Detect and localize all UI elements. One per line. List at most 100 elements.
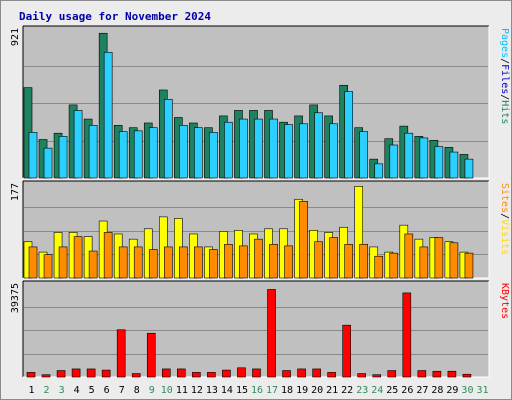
bar-files [239, 118, 248, 179]
tick-label-day: 25 [386, 385, 398, 396]
bar-files [389, 144, 399, 179]
bar-kbytes [252, 368, 261, 378]
bar-files [148, 127, 158, 179]
bar-sites [329, 237, 338, 279]
tick-label-day: 30 [461, 385, 473, 396]
bar-kbytes [462, 373, 472, 378]
bar-sites [344, 244, 353, 279]
bar-sites [179, 246, 188, 279]
bar-kbytes [161, 368, 171, 378]
bar-kbytes [312, 368, 321, 378]
panel-max-label: 921 [10, 28, 21, 46]
bar-kbytes [282, 370, 291, 378]
tick-label-day: 6 [104, 385, 110, 396]
bar-sites [374, 255, 384, 279]
bar-kbytes [177, 368, 186, 378]
bar-kbytes [192, 372, 201, 378]
bar-kbytes [297, 368, 306, 378]
legend-entry: Pages [499, 28, 510, 58]
bar-files [28, 132, 38, 179]
tick-label-day: 5 [89, 385, 95, 396]
bar-kbytes [372, 374, 382, 378]
bar-files [464, 158, 474, 179]
bar-files [118, 131, 128, 179]
tick-label-day: 24 [371, 385, 383, 396]
chart-title: Daily usage for November 2024 [19, 10, 211, 23]
legend-entry: Visits [499, 219, 510, 255]
panel-legend: Sites/Visits [499, 183, 510, 255]
tick-label-day: 28 [431, 385, 443, 396]
bar-sites [163, 246, 173, 279]
bar-kbytes [327, 372, 336, 378]
tick-label-day: 21 [326, 385, 338, 396]
bar-sites [28, 246, 38, 279]
legend-entry: / [499, 94, 510, 100]
tick-label-day: 12 [191, 385, 203, 396]
bar-sites [88, 250, 98, 279]
bar-kbytes [26, 372, 36, 378]
bar-sites [118, 246, 128, 279]
bar-sites [58, 246, 68, 279]
panel-kbytes: 39375 KBytes [10, 280, 510, 378]
bar-files [254, 118, 263, 179]
bar-kbytes [237, 367, 246, 378]
bar-files [224, 121, 233, 179]
legend-entry: Sites [499, 183, 510, 213]
bar-files [163, 99, 173, 179]
bar-kbytes [116, 329, 126, 378]
bar-sites [194, 246, 203, 279]
bar-kbytes [101, 369, 111, 378]
bar-kbytes [387, 370, 397, 378]
bar-kbytes [267, 289, 276, 378]
bar-files [73, 110, 83, 179]
bar-kbytes [432, 370, 442, 378]
bar-kbytes [41, 374, 51, 378]
panel-visits: 177 Sites/Visits [10, 180, 510, 279]
panel-background [23, 281, 489, 377]
tick-label-day: 11 [176, 385, 188, 396]
bar-sites [239, 245, 248, 279]
tick-label-day: 16 [251, 385, 263, 396]
bar-kbytes [357, 373, 367, 378]
legend-entry: Hits [499, 100, 510, 124]
bar-files [359, 131, 369, 179]
bar-files [58, 136, 68, 179]
bar-sites [359, 244, 369, 279]
tick-label-day: 2 [44, 385, 50, 396]
bar-files [88, 125, 98, 179]
bar-kbytes [417, 370, 427, 378]
bar-files [269, 118, 278, 179]
bar-sites [404, 233, 414, 279]
bar-sites [299, 201, 308, 279]
bar-files [133, 130, 143, 179]
tick-label-day: 23 [356, 385, 368, 396]
tick-label-day: 10 [161, 385, 173, 396]
bar-files [314, 112, 323, 179]
tick-label-day: 18 [281, 385, 293, 396]
legend-entry: KBytes [499, 283, 510, 319]
tick-label-day: 9 [149, 385, 155, 396]
bar-sites [103, 232, 113, 279]
day-ticks: 1 2 3 4 5 6 7 8 9 10 11 12 13 14 15 16 17 18 19 20 21 22 23 24 2… [29, 385, 489, 396]
panel-max-label: 39375 [10, 283, 21, 313]
bar-sites [254, 238, 263, 279]
tick-label-day: 14 [221, 385, 233, 396]
bar-kbytes [86, 368, 96, 378]
bar-sites [148, 249, 158, 279]
bar-kbytes [207, 372, 216, 378]
bar-files [43, 147, 53, 179]
legend-entry: / [499, 213, 510, 219]
bar-sites [269, 244, 278, 279]
bar-kbytes [402, 292, 412, 378]
bar-kbytes [146, 332, 156, 378]
bar-files [179, 125, 188, 179]
tick-label-day: 17 [266, 385, 278, 396]
tick-label-day: 4 [74, 385, 80, 396]
bar-sites [419, 246, 429, 279]
bar-kbytes [342, 324, 351, 378]
bar-sites [133, 246, 143, 279]
legend-entry: / [499, 58, 510, 64]
bar-files [329, 123, 338, 179]
tick-label-day: 13 [206, 385, 218, 396]
